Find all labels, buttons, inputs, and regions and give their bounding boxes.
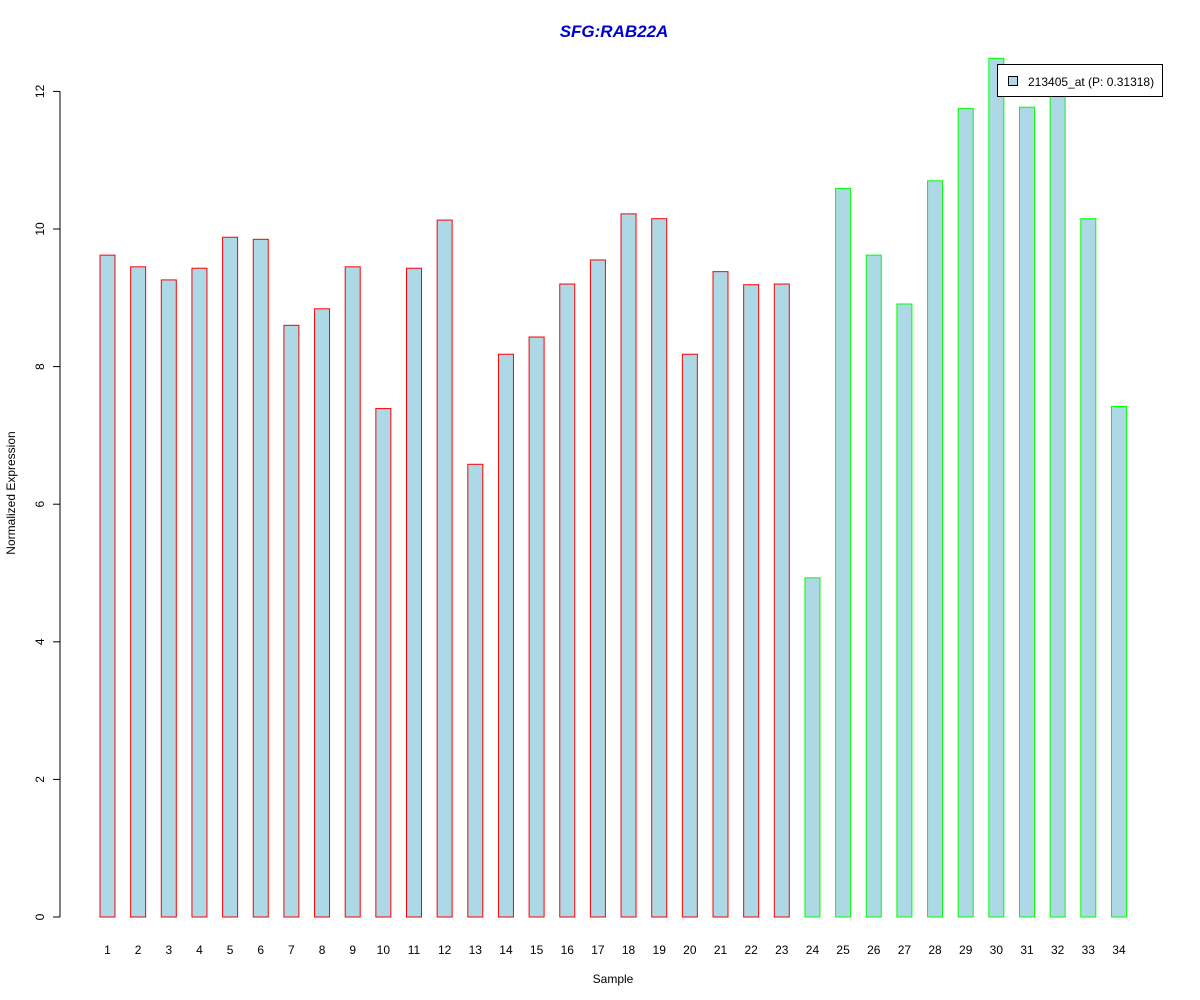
x-tick-label: 6 <box>257 943 264 957</box>
x-tick-label: 8 <box>319 943 326 957</box>
bar-sample-27 <box>896 303 913 918</box>
bar-sample-21 <box>712 271 729 918</box>
bar-sample-7 <box>283 324 300 918</box>
x-tick-label: 10 <box>377 943 391 957</box>
x-tick-label: 19 <box>653 943 667 957</box>
y-tick-label: 6 <box>33 501 47 508</box>
x-tick-label: 16 <box>561 943 575 957</box>
bar-sample-18 <box>620 213 637 918</box>
x-tick-label: 1 <box>104 943 111 957</box>
x-tick-label: 20 <box>683 943 697 957</box>
x-tick-label: 14 <box>499 943 513 957</box>
x-tick-label: 15 <box>530 943 544 957</box>
bar-sample-11 <box>406 267 422 918</box>
y-tick-label: 8 <box>33 363 47 370</box>
x-tick-label: 28 <box>928 943 942 957</box>
bar-sample-5 <box>222 236 239 918</box>
y-tick-label: 2 <box>33 776 47 783</box>
x-tick-label: 34 <box>1112 943 1126 957</box>
x-tick-label: 2 <box>135 943 142 957</box>
legend-swatch <box>1008 76 1018 86</box>
x-tick-label: 7 <box>288 943 295 957</box>
bar-sample-12 <box>436 219 453 918</box>
x-axis-label: Sample <box>593 972 634 986</box>
bar-sample-8 <box>314 308 331 918</box>
x-tick-label: 30 <box>990 943 1004 957</box>
bar-sample-20 <box>681 353 698 918</box>
bar-sample-34 <box>1110 406 1127 918</box>
x-tick-label: 27 <box>898 943 912 957</box>
bar-sample-4 <box>191 267 208 918</box>
x-tick-label: 18 <box>622 943 636 957</box>
bar-sample-28 <box>927 180 944 918</box>
y-tick-label: 12 <box>33 84 47 98</box>
bar-sample-9 <box>344 266 361 918</box>
x-tick-labels: 1 2 3 4 5 6 7 8 9 10 11 12 13 14 15 16 17 18 19 20 21 22 23 24 2… <box>104 943 1126 957</box>
bar-sample-2 <box>130 266 147 918</box>
bar-sample-14 <box>497 353 514 918</box>
y-tick-label: 4 <box>33 638 47 645</box>
x-tick-label: 33 <box>1082 943 1096 957</box>
x-tick-label: 11 <box>408 943 421 957</box>
x-tick-label: 26 <box>867 943 881 957</box>
x-tick-label: 29 <box>959 943 973 957</box>
bar-sample-15 <box>528 336 545 918</box>
y-tick-label: 0 <box>33 913 47 920</box>
y-axis-label: Normalized Expression <box>4 431 18 554</box>
x-tick-label: 32 <box>1051 943 1065 957</box>
bar-sample-17 <box>589 259 606 918</box>
x-tick-label: 23 <box>775 943 789 957</box>
legend-series-label: 213405_at (P: 0.31318) <box>1028 75 1154 89</box>
bar-sample-24 <box>804 577 821 918</box>
bar-sample-10 <box>375 408 392 918</box>
bar-sample-3 <box>160 279 177 918</box>
x-tick-label: 12 <box>438 943 452 957</box>
x-tick-label: 4 <box>196 943 203 957</box>
y-tick-label: 10 <box>33 222 47 236</box>
y-axis: 0 2 4 6 8 10 12 <box>33 84 61 920</box>
chart-title: SFG:RAB22A <box>560 22 669 41</box>
x-tick-label: 9 <box>349 943 356 957</box>
x-tick-label: 22 <box>744 943 758 957</box>
bars-group <box>99 57 1127 918</box>
bar-sample-22 <box>743 284 760 918</box>
x-tick-label: 21 <box>714 943 728 957</box>
x-tick-label: 25 <box>836 943 850 957</box>
bar-sample-30 <box>988 57 1005 918</box>
bar-sample-23 <box>773 283 790 918</box>
bar-sample-26 <box>865 254 882 918</box>
legend: 213405_at (P: 0.31318) <box>997 64 1163 97</box>
x-tick-label: 24 <box>806 943 820 957</box>
bar-sample-31 <box>1019 106 1035 918</box>
bar-sample-29 <box>957 108 974 918</box>
x-tick-label: 17 <box>591 943 605 957</box>
x-tick-label: 3 <box>165 943 172 957</box>
x-tick-label: 31 <box>1020 943 1034 957</box>
legend-box <box>997 64 1163 97</box>
bar-sample-19 <box>651 218 668 918</box>
bar-sample-13 <box>467 463 484 918</box>
bar-sample-25 <box>835 187 852 918</box>
bar-sample-32 <box>1049 89 1066 918</box>
x-tick-label: 5 <box>227 943 234 957</box>
bar-sample-33 <box>1080 218 1097 918</box>
bar-sample-16 <box>559 283 576 918</box>
bar-sample-1 <box>99 254 116 918</box>
x-tick-label: 13 <box>469 943 483 957</box>
bar-sample-6 <box>252 238 269 918</box>
